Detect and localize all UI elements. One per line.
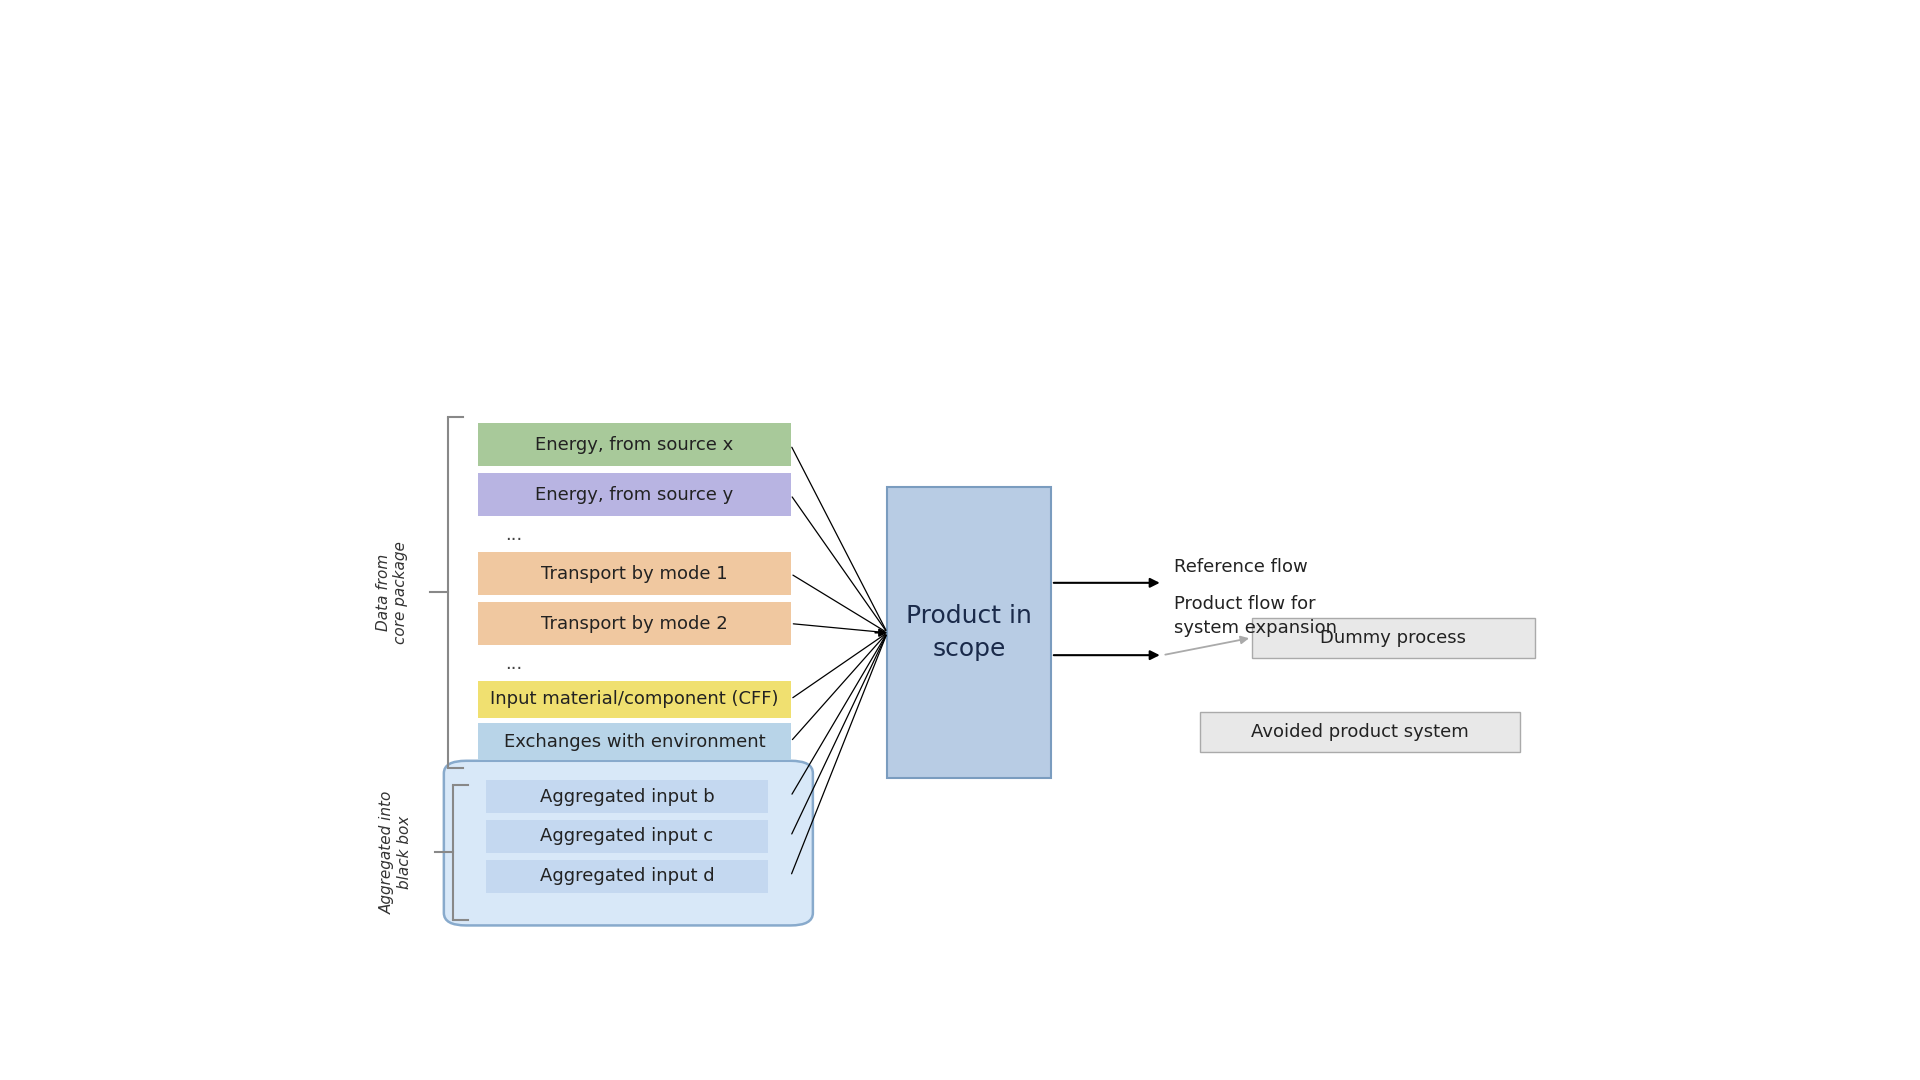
Text: Exchanges with environment: Exchanges with environment bbox=[503, 732, 766, 751]
FancyBboxPatch shape bbox=[478, 552, 791, 595]
FancyBboxPatch shape bbox=[478, 681, 791, 717]
FancyBboxPatch shape bbox=[444, 760, 812, 926]
Text: Aggregated input c: Aggregated input c bbox=[540, 827, 714, 846]
Text: ...: ... bbox=[505, 656, 522, 673]
FancyBboxPatch shape bbox=[887, 487, 1050, 779]
Text: Transport by mode 2: Transport by mode 2 bbox=[541, 615, 728, 633]
Text: Energy, from source x: Energy, from source x bbox=[536, 435, 733, 454]
FancyBboxPatch shape bbox=[1200, 712, 1521, 752]
Text: Input material/component (CFF): Input material/component (CFF) bbox=[490, 690, 780, 708]
Text: ...: ... bbox=[505, 526, 522, 544]
FancyBboxPatch shape bbox=[486, 780, 768, 813]
FancyBboxPatch shape bbox=[478, 602, 791, 645]
FancyBboxPatch shape bbox=[478, 473, 791, 516]
FancyBboxPatch shape bbox=[486, 860, 768, 893]
Text: Aggregated input d: Aggregated input d bbox=[540, 867, 714, 886]
Text: Transport by mode 1: Transport by mode 1 bbox=[541, 565, 728, 583]
Text: Product in
scope: Product in scope bbox=[906, 604, 1033, 661]
Text: Dummy process: Dummy process bbox=[1321, 629, 1467, 647]
FancyBboxPatch shape bbox=[478, 724, 791, 760]
Text: Aggregated input b: Aggregated input b bbox=[540, 787, 714, 806]
FancyBboxPatch shape bbox=[478, 423, 791, 467]
Text: Avoided product system: Avoided product system bbox=[1250, 723, 1469, 741]
FancyBboxPatch shape bbox=[1252, 618, 1534, 658]
FancyBboxPatch shape bbox=[486, 820, 768, 853]
Text: Aggregated into
black box: Aggregated into black box bbox=[380, 791, 413, 914]
Text: Reference flow: Reference flow bbox=[1175, 558, 1308, 576]
Text: Energy, from source y: Energy, from source y bbox=[536, 486, 733, 503]
Text: Data from
core package: Data from core package bbox=[376, 541, 407, 644]
Text: Product flow for
system expansion: Product flow for system expansion bbox=[1175, 595, 1338, 637]
